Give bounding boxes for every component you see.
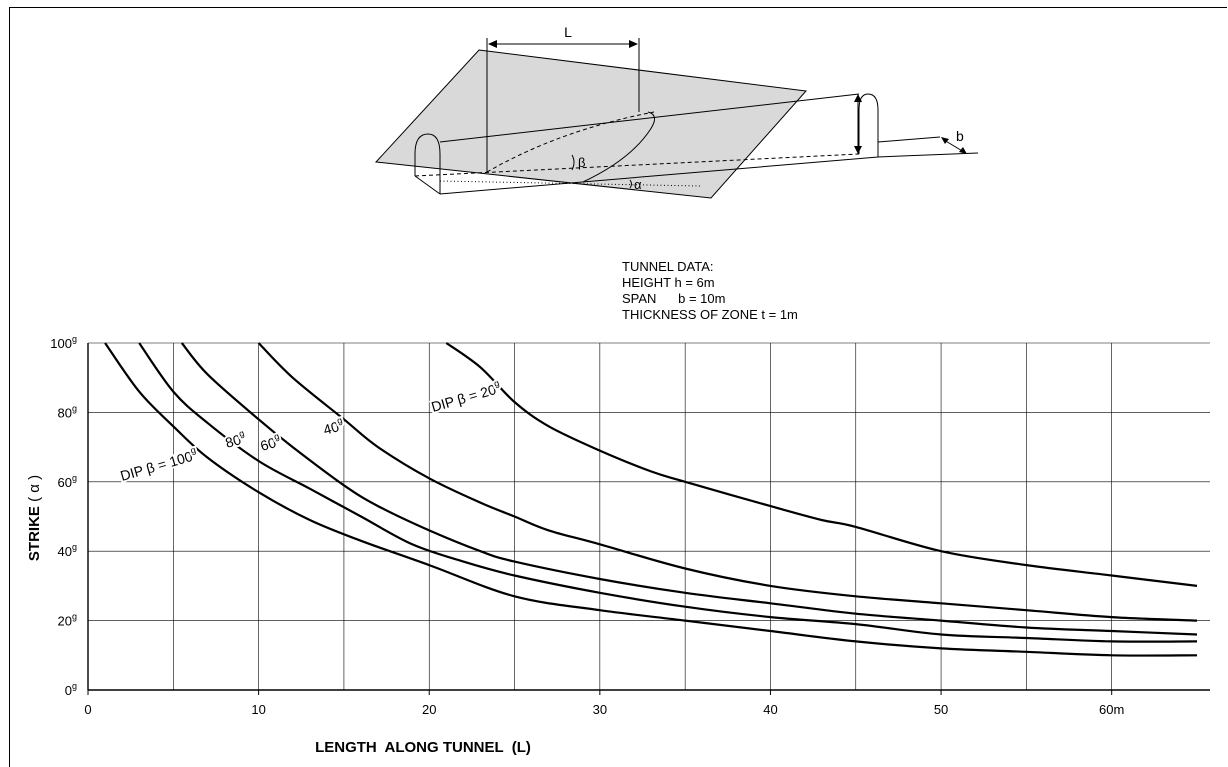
strike-line <box>439 180 701 187</box>
tunnel-sketch: L b β α <box>374 24 979 199</box>
series-lines <box>104 342 1198 657</box>
y-tick-label-100: 100g <box>50 334 77 351</box>
y-tick-label-60: 60g <box>58 473 77 490</box>
y-tick-label-0: 0g <box>65 681 77 698</box>
series-line-2 <box>180 342 1198 636</box>
x-tick-label-50: 50 <box>934 702 948 717</box>
x-tick-label-30: 30 <box>593 702 607 717</box>
y-tick-label-40: 40g <box>58 542 77 559</box>
y-axis-title: STRIKE ( α ) <box>26 475 43 561</box>
tunnel-base-left <box>414 175 441 195</box>
grid <box>88 342 1210 690</box>
y-tick-label-80: 80g <box>58 403 77 420</box>
intersection-curve-hidden <box>486 111 655 173</box>
tunnel-data-height: HEIGHT h = 6m <box>622 275 715 290</box>
tunnel-data-note: TUNNEL DATA: HEIGHT h = 6m SPAN b = 10m … <box>622 259 798 322</box>
y-tick-label-20: 20g <box>58 612 77 629</box>
series-line-4 <box>445 342 1198 587</box>
series-line-0 <box>104 342 1198 657</box>
fault-plane <box>374 49 808 199</box>
y-axis-title-text: STRIKE <box>26 506 43 561</box>
label-alpha: α <box>634 177 642 192</box>
b-arrowheads <box>941 137 967 154</box>
x-tick-label-10: 10 <box>251 702 265 717</box>
intersection-curve <box>582 111 655 183</box>
strike-length-chart: 0 10 20 30 40 50 60m 0g 20g 40g 60g 80g 100g DIP β =… <box>26 334 1210 756</box>
figure-frame <box>9 7 1227 767</box>
tunnel-data-heading: TUNNEL DATA: <box>622 259 714 274</box>
b-extension-top <box>877 136 941 143</box>
series-line-1 <box>138 342 1198 643</box>
axes <box>87 343 1210 695</box>
tunnel-bottom-edge <box>439 156 879 195</box>
alpha-arc <box>629 179 632 189</box>
series-label-4: DIP β = 20g <box>429 378 503 415</box>
series-label-1: 80g <box>223 428 248 451</box>
x-tick-label-20: 20 <box>422 702 436 717</box>
svg-text:STRIKE ( α ): STRIKE ( α ) <box>26 475 43 561</box>
x-tick-label-40: 40 <box>763 702 777 717</box>
x-axis-title: LENGTH ALONG TUNNEL (L) <box>315 739 531 756</box>
series-label-3: 40g <box>321 415 346 438</box>
tunnel-data-span: SPAN b = 10m <box>622 291 725 306</box>
tunnel-data-thickness: THICKNESS OF ZONE t = 1m <box>622 307 798 322</box>
label-beta: β <box>578 155 585 170</box>
label-b: b <box>956 128 964 144</box>
tunnel-right-portal <box>858 93 879 157</box>
tick-labels: 0 10 20 30 40 50 60m 0g 20g 40g 60g 80g 100g <box>50 334 1124 717</box>
x-tick-label-60: 60m <box>1099 702 1124 717</box>
tunnel-left-portal <box>414 133 441 194</box>
b-extension-bottom <box>877 152 979 158</box>
x-tick-label-0: 0 <box>84 702 91 717</box>
series-label-0: DIP β = 100g <box>118 445 199 484</box>
label-L: L <box>564 24 572 40</box>
beta-arc <box>571 154 575 171</box>
series-label-2: 60g <box>258 431 283 454</box>
tunnel-top-edge <box>439 93 860 143</box>
series-line-3 <box>257 342 1198 622</box>
y-axis-title-symbol: α <box>26 484 43 493</box>
